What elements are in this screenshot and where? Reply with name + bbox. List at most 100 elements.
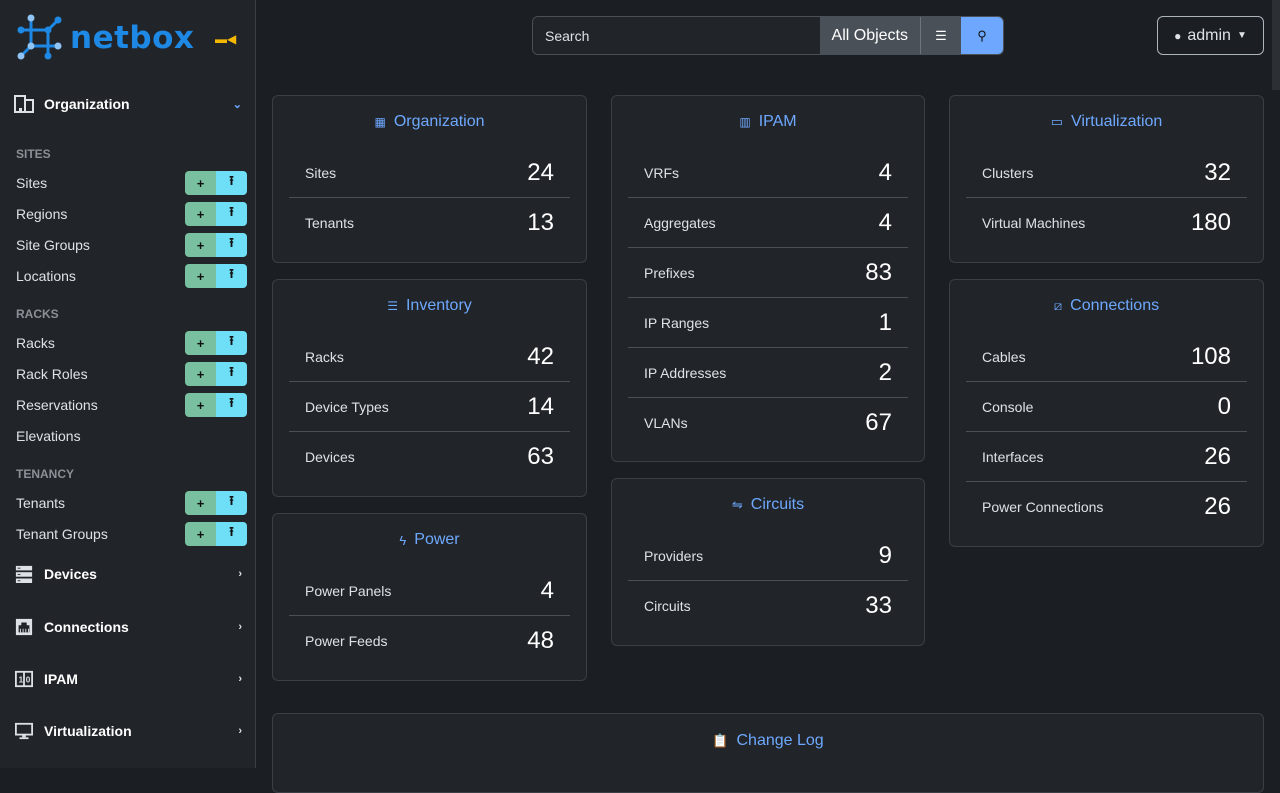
stat-row[interactable]: Virtual Machines 180	[966, 198, 1247, 248]
stat-label[interactable]: Device Types	[305, 398, 389, 415]
add-button[interactable]: +	[185, 171, 216, 195]
user-menu-button[interactable]: ● admin ▼	[1157, 16, 1264, 55]
stat-label[interactable]: Tenants	[305, 215, 355, 231]
sidebar-section-virtualization[interactable]: Virtualization ›	[14, 722, 242, 740]
stat-row[interactable]: Device Types 14	[289, 382, 570, 432]
item-label: Racks	[16, 335, 55, 351]
stat-row[interactable]: Circuits 33	[628, 581, 908, 631]
add-button[interactable]: +	[185, 491, 216, 515]
stat-label[interactable]: Providers	[644, 547, 704, 564]
stat-label[interactable]: Circuits	[644, 598, 691, 614]
clipboard-clock-icon: 📋	[712, 733, 729, 748]
card-title: Connections	[1070, 297, 1160, 314]
add-button[interactable]: +	[185, 393, 216, 417]
sidebar-section-connections[interactable]: Connections ›	[14, 618, 242, 636]
sidebar-item-locations[interactable]: Locations + ⭱	[16, 264, 247, 288]
stat-row[interactable]: Prefixes 83	[628, 248, 908, 298]
global-search: Search All Objects ☰ ⚲	[532, 16, 1004, 55]
stat-row[interactable]: Power Panels 4	[289, 566, 570, 616]
sidebar-item-regions[interactable]: Regions + ⭱	[16, 202, 247, 226]
add-button[interactable]: +	[185, 264, 216, 288]
netbox-logo[interactable]: netbox	[16, 14, 194, 62]
sidebar-item-rack-roles[interactable]: Rack Roles + ⭱	[16, 362, 247, 386]
object-scope-select[interactable]: All Objects	[819, 17, 921, 54]
add-button[interactable]: +	[185, 522, 216, 546]
chevron-down-icon: ⌄	[232, 98, 242, 111]
stat-label[interactable]: VLANs	[644, 415, 688, 431]
stat-count: 32	[1204, 158, 1231, 186]
stat-count: 1	[878, 308, 892, 336]
stat-row[interactable]: Cables 108	[966, 332, 1247, 382]
stat-label[interactable]: Power Connections	[982, 499, 1104, 515]
section-label: Devices	[44, 566, 97, 582]
sidebar-item-tenant-groups[interactable]: Tenant Groups + ⭱	[16, 522, 247, 546]
card-inventory: ☰ Inventory Racks 42 Device Types 14 Device…	[272, 279, 587, 497]
item-label: Tenant Groups	[16, 526, 108, 542]
add-button[interactable]: +	[185, 331, 216, 355]
stat-count: 4	[540, 576, 554, 604]
stat-label[interactable]: VRFs	[644, 164, 679, 181]
sidebar-item-elevations[interactable]: Elevations	[16, 424, 247, 448]
sidebar-item-sites[interactable]: Sites + ⭱	[16, 171, 247, 195]
section-label: IPAM	[44, 671, 78, 687]
stat-label[interactable]: Interfaces	[982, 448, 1044, 465]
import-button[interactable]: ⭱	[216, 233, 247, 257]
username: admin	[1187, 26, 1231, 44]
stat-label[interactable]: Cables	[982, 348, 1026, 365]
stat-row[interactable]: Clusters 32	[966, 148, 1247, 198]
import-button[interactable]: ⭱	[216, 362, 247, 386]
stat-row[interactable]: VRFs 4	[628, 148, 908, 198]
scrollbar[interactable]	[1272, 0, 1280, 768]
search-input[interactable]: Search	[533, 17, 820, 54]
stat-row[interactable]: Aggregates 4	[628, 198, 908, 248]
stat-row[interactable]: Interfaces 26	[966, 432, 1247, 482]
stat-row[interactable]: Racks 42	[289, 332, 570, 382]
stat-row[interactable]: Power Feeds 48	[289, 616, 570, 666]
stat-label[interactable]: Devices	[305, 449, 355, 465]
stat-label[interactable]: Console	[982, 398, 1034, 415]
stat-row[interactable]: Providers 9	[628, 531, 908, 581]
import-button[interactable]: ⭱	[216, 171, 247, 195]
stat-label[interactable]: IP Ranges	[644, 314, 710, 331]
stat-label[interactable]: IP Addresses	[644, 364, 727, 381]
stat-label[interactable]: Power Feeds	[305, 633, 388, 649]
stat-row[interactable]: VLANs 67	[628, 398, 908, 448]
stat-label[interactable]: Virtual Machines	[982, 215, 1086, 231]
sidebar-section-organization[interactable]: Organization ⌄	[14, 95, 242, 113]
stat-label[interactable]: Racks	[305, 348, 344, 365]
stat-row[interactable]: Console 0	[966, 382, 1247, 432]
add-button[interactable]: +	[185, 202, 216, 226]
stat-row[interactable]: IP Addresses 2	[628, 348, 908, 398]
add-button[interactable]: +	[185, 233, 216, 257]
scrollbar-thumb[interactable]	[1272, 0, 1280, 90]
stat-label[interactable]: Sites	[305, 164, 337, 181]
search-button[interactable]: ⚲	[961, 17, 1003, 54]
item-label: Locations	[16, 268, 76, 284]
stat-row[interactable]: Tenants 13	[289, 198, 570, 248]
sidebar-section-devices[interactable]: Devices ›	[14, 565, 242, 583]
stat-row[interactable]: Sites 24	[289, 148, 570, 198]
stat-row[interactable]: Devices 63	[289, 432, 570, 482]
stat-label[interactable]: Power Panels	[305, 582, 392, 599]
import-button[interactable]: ⭱	[216, 331, 247, 355]
stat-label[interactable]: Clusters	[982, 164, 1034, 181]
import-button[interactable]: ⭱	[216, 522, 247, 546]
stat-label[interactable]: Prefixes	[644, 264, 695, 281]
sidebar-item-site-groups[interactable]: Site Groups + ⭱	[16, 233, 247, 257]
import-button[interactable]: ⭱	[216, 491, 247, 515]
import-button[interactable]: ⭱	[216, 264, 247, 288]
pin-icon[interactable]: ▬◀	[215, 32, 237, 46]
stat-row[interactable]: IP Ranges 1	[628, 298, 908, 348]
card-title: Power	[414, 531, 460, 548]
sidebar-item-racks[interactable]: Racks + ⭱	[16, 331, 247, 355]
sidebar-item-reservations[interactable]: Reservations + ⭱	[16, 393, 247, 417]
filter-button[interactable]: ☰	[921, 17, 961, 54]
stat-label[interactable]: Aggregates	[644, 214, 716, 231]
add-button[interactable]: +	[185, 362, 216, 386]
sidebar-item-tenants[interactable]: Tenants + ⭱	[16, 491, 247, 515]
import-button[interactable]: ⭱	[216, 202, 247, 226]
import-button[interactable]: ⭱	[216, 393, 247, 417]
stat-row[interactable]: Power Connections 26	[966, 482, 1247, 532]
stat-count: 180	[1190, 209, 1231, 236]
